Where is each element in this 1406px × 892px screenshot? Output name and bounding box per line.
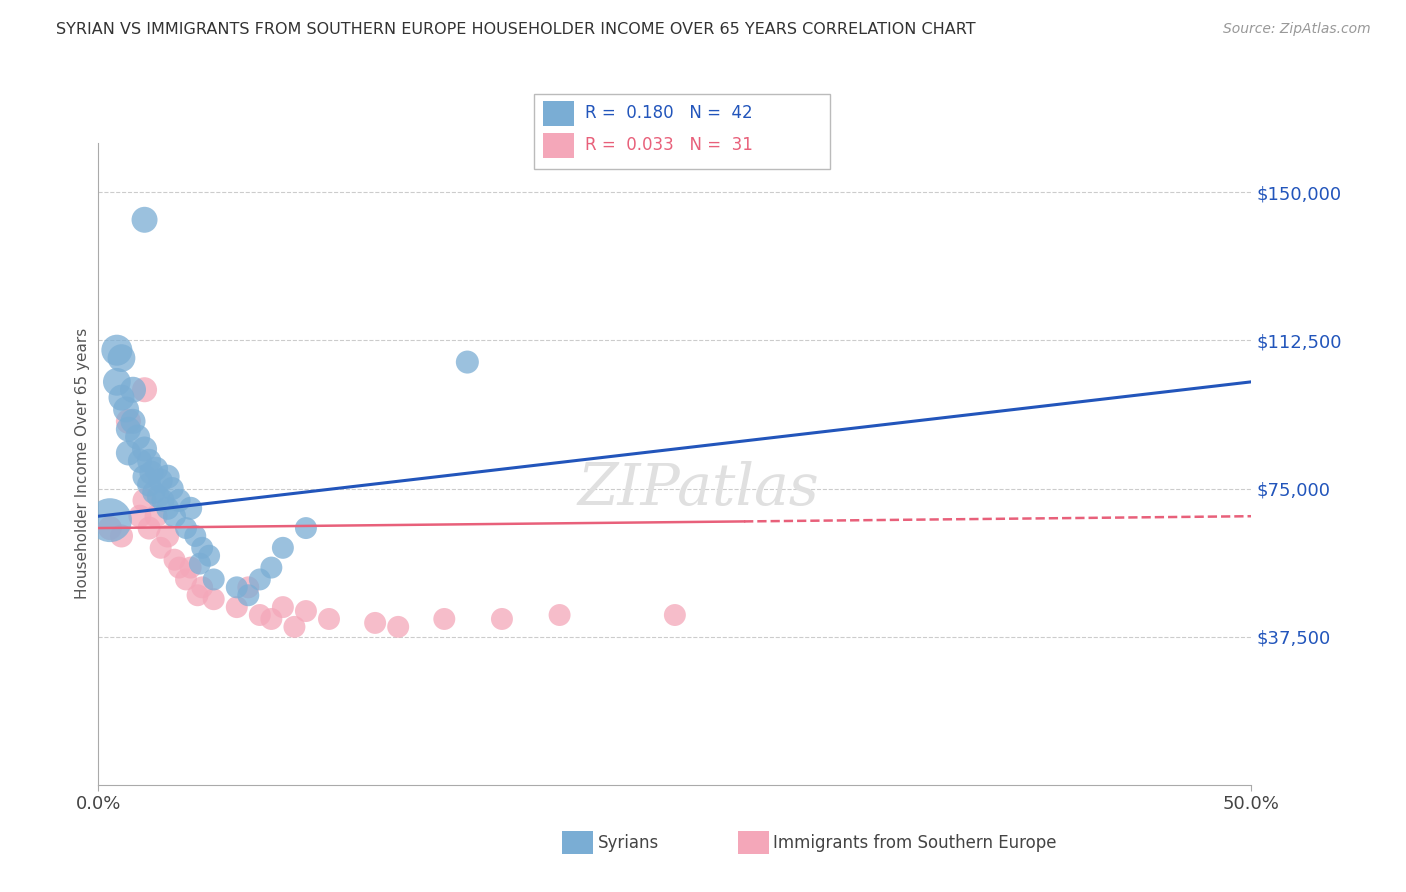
Point bbox=[148, 490, 170, 504]
Point bbox=[180, 501, 202, 516]
Point bbox=[156, 529, 179, 543]
Point bbox=[105, 375, 128, 389]
Point bbox=[548, 607, 571, 622]
Point bbox=[163, 509, 186, 524]
Point bbox=[295, 521, 318, 535]
Text: ZIPatlas: ZIPatlas bbox=[576, 461, 818, 517]
Point bbox=[202, 592, 225, 607]
Point bbox=[225, 600, 247, 615]
Point bbox=[145, 462, 167, 476]
Point bbox=[364, 615, 387, 630]
Point bbox=[134, 442, 156, 456]
Point bbox=[160, 482, 183, 496]
Point bbox=[134, 493, 156, 508]
Point bbox=[283, 620, 305, 634]
Point bbox=[149, 474, 172, 488]
Point bbox=[167, 493, 190, 508]
Point bbox=[138, 521, 160, 535]
Point bbox=[184, 529, 207, 543]
Text: SYRIAN VS IMMIGRANTS FROM SOUTHERN EUROPE HOUSEHOLDER INCOME OVER 65 YEARS CORRE: SYRIAN VS IMMIGRANTS FROM SOUTHERN EUROP… bbox=[56, 22, 976, 37]
Point bbox=[122, 414, 145, 428]
Point bbox=[156, 469, 179, 483]
Point bbox=[191, 541, 214, 555]
Point bbox=[271, 600, 294, 615]
Point bbox=[105, 343, 128, 358]
Point bbox=[318, 612, 340, 626]
Point bbox=[127, 430, 149, 444]
Point bbox=[664, 607, 686, 622]
Point bbox=[187, 588, 209, 602]
Point bbox=[149, 541, 172, 555]
Point bbox=[202, 573, 225, 587]
Point bbox=[98, 521, 121, 535]
Point bbox=[249, 573, 271, 587]
Point bbox=[138, 454, 160, 468]
Point bbox=[152, 493, 174, 508]
Point bbox=[174, 573, 197, 587]
Point bbox=[433, 612, 456, 626]
Point bbox=[110, 391, 132, 405]
Point bbox=[191, 580, 214, 594]
Point bbox=[225, 580, 247, 594]
Point bbox=[117, 414, 139, 428]
Point bbox=[295, 604, 318, 618]
Point bbox=[491, 612, 513, 626]
Point bbox=[456, 355, 478, 369]
Point bbox=[249, 607, 271, 622]
Point bbox=[260, 612, 283, 626]
Point bbox=[129, 454, 152, 468]
Point bbox=[180, 560, 202, 574]
Point bbox=[129, 509, 152, 524]
Point bbox=[98, 513, 121, 527]
Point bbox=[145, 509, 167, 524]
Text: R =  0.180   N =  42: R = 0.180 N = 42 bbox=[585, 104, 752, 122]
Point bbox=[188, 557, 211, 571]
Point bbox=[271, 541, 294, 555]
Point bbox=[110, 351, 132, 365]
Point bbox=[134, 469, 156, 483]
Point bbox=[238, 588, 260, 602]
Text: Syrians: Syrians bbox=[598, 834, 659, 852]
Text: R =  0.033   N =  31: R = 0.033 N = 31 bbox=[585, 136, 752, 154]
Point bbox=[134, 212, 156, 227]
Point bbox=[260, 560, 283, 574]
Point bbox=[167, 560, 190, 574]
Point bbox=[117, 446, 139, 460]
Point bbox=[174, 521, 197, 535]
Point bbox=[156, 501, 179, 516]
Point bbox=[141, 466, 163, 480]
Point bbox=[198, 549, 221, 563]
Point bbox=[134, 383, 156, 397]
Point bbox=[110, 529, 132, 543]
Point bbox=[387, 620, 409, 634]
Point bbox=[138, 477, 160, 491]
Text: Source: ZipAtlas.com: Source: ZipAtlas.com bbox=[1223, 22, 1371, 37]
Point bbox=[122, 383, 145, 397]
Point bbox=[238, 580, 260, 594]
Y-axis label: Householder Income Over 65 years: Householder Income Over 65 years bbox=[75, 328, 90, 599]
Point bbox=[163, 552, 186, 566]
Point bbox=[115, 402, 138, 417]
Point bbox=[142, 485, 165, 500]
Text: Immigrants from Southern Europe: Immigrants from Southern Europe bbox=[773, 834, 1057, 852]
Point bbox=[117, 422, 139, 436]
